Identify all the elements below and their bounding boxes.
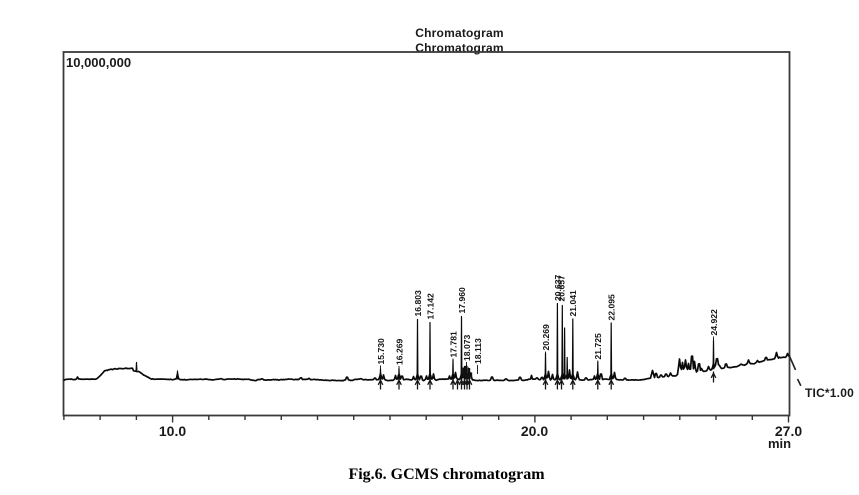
svg-text:22.095: 22.095 [607, 294, 617, 321]
svg-text:17.142: 17.142 [425, 293, 435, 320]
svg-text:18.113: 18.113 [473, 338, 483, 364]
svg-text:17.781: 17.781 [448, 331, 458, 358]
svg-text:17.960: 17.960 [457, 287, 467, 314]
svg-text:20.637: 20.637 [553, 274, 563, 301]
svg-text:16.269: 16.269 [394, 338, 404, 365]
svg-text:15.730: 15.730 [376, 338, 386, 365]
svg-text:16.803: 16.803 [413, 290, 423, 317]
svg-text:24.922: 24.922 [709, 309, 719, 336]
svg-text:20.269: 20.269 [541, 324, 551, 351]
svg-text:21.041: 21.041 [568, 290, 578, 317]
svg-text:21.725: 21.725 [593, 333, 603, 360]
svg-text:18.073: 18.073 [462, 334, 472, 361]
svg-text:20.657: 20.657 [556, 275, 566, 302]
